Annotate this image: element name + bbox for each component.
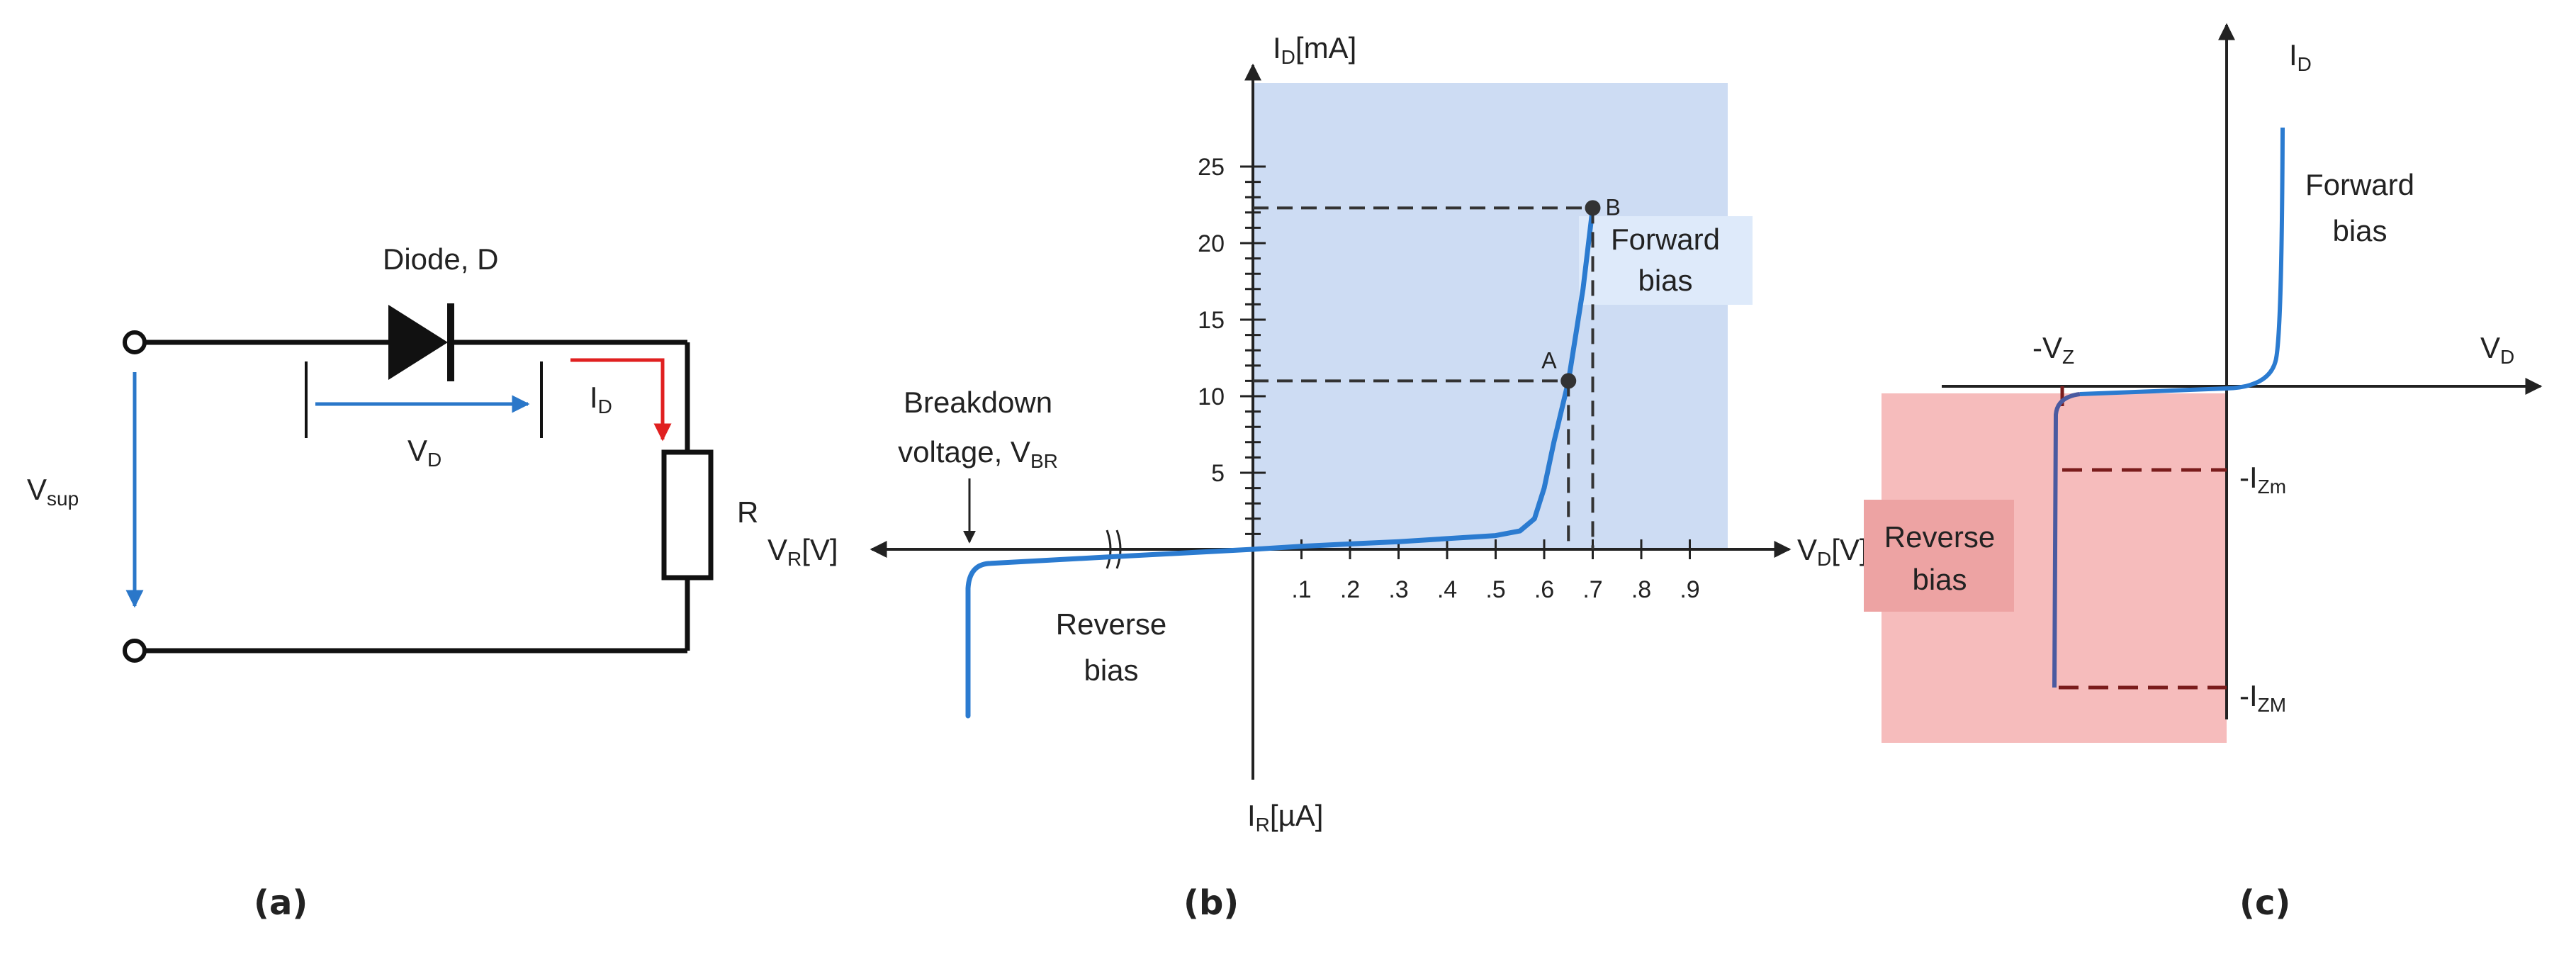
x-tick-label: .7 [1582, 576, 1602, 603]
reverse-label-line1: Reverse [1056, 607, 1166, 641]
caption-c: (c) [2239, 883, 2290, 923]
axis-break-mark-1 [1106, 529, 1112, 569]
x-neg-label: VR[V] [767, 533, 838, 570]
izm-small-label: -IZm [2239, 461, 2286, 498]
forward-label-line2: bias [2332, 214, 2387, 247]
y-tick-label: 15 [1198, 307, 1225, 334]
diode-symbol [388, 303, 454, 381]
reverse-label-line1: Reverse [1884, 520, 1995, 554]
forward-region [1253, 83, 1728, 549]
resistor-label: R [737, 495, 758, 529]
x-tick-label: .8 [1631, 576, 1651, 603]
panel-c-zener-chart: Reverse bias -VZ -IZm -IZM ID VD Forward… [1864, 23, 2543, 923]
marked-points: AB [1541, 194, 1621, 389]
x-tick-label: .3 [1388, 576, 1408, 603]
panel-a-circuit: Diode, D R VD ID Vsup (a) [27, 242, 758, 923]
tick-group: 5 10 15 20 25 .1 .2 .3 .4 .5 .6 .7 .8 .9 [1198, 154, 1700, 603]
iv-curve-reverse [965, 546, 1256, 719]
id-arrow [570, 358, 672, 442]
circuit-wires [145, 340, 690, 654]
y-axis-label: ID[mA] [1273, 31, 1356, 68]
axis-break [1106, 529, 1122, 569]
y-axis-label: ID [2289, 38, 2312, 75]
terminal-bottom [123, 639, 147, 663]
vz-label: -VZ [2032, 331, 2074, 368]
x-tick-label: .4 [1437, 576, 1457, 603]
diode-triangle [388, 305, 448, 380]
x-axis-label: VD[V] [1797, 533, 1868, 570]
x-axis-label: VD [2480, 331, 2514, 368]
vsup-label: Vsup [27, 473, 79, 510]
breakdown-label-line1: Breakdown [904, 386, 1052, 419]
caption-a: (a) [254, 883, 308, 923]
resistor [661, 449, 714, 581]
forward-label-box [1579, 216, 1753, 305]
x-tick-label: .1 [1291, 576, 1311, 603]
y-tick-label: 25 [1198, 154, 1225, 181]
x-tick-label: .5 [1485, 576, 1505, 603]
caption-b: (b) [1183, 883, 1239, 923]
terminal-top [123, 330, 147, 354]
vd-label: VD [407, 434, 441, 471]
point-b-label: B [1606, 194, 1621, 220]
reverse-label-line2: bias [1912, 563, 1967, 596]
panel-b-iv-chart: Forward bias 5 10 15 20 25 .1 .2 .3 .4 .5 .6 .7 .8 .9… [767, 31, 1868, 923]
vd-indicator: VD [305, 361, 543, 471]
diode-label: Diode, D [383, 242, 498, 276]
point-guides [1253, 206, 1594, 549]
id-label: ID [590, 381, 612, 417]
id-indicator: ID [570, 358, 672, 442]
x-tick-label: .9 [1680, 576, 1699, 603]
y-tick-label: 5 [1211, 460, 1225, 487]
izm-large-label: -IZM [2239, 679, 2286, 716]
reverse-label-box [1864, 500, 2014, 612]
breakdown-label-line2: voltage, VBR [898, 435, 1058, 472]
axis-break-mark-2 [1115, 529, 1122, 569]
y-tick-label: 20 [1198, 230, 1225, 257]
y-tick-label: 10 [1198, 383, 1225, 410]
forward-label-line2: bias [1638, 264, 1692, 297]
point-b [1585, 200, 1601, 216]
zener-curve-breakdown [2052, 392, 2081, 688]
reverse-label-line2: bias [1084, 654, 1138, 687]
point-a [1560, 373, 1577, 389]
zener-curve [2079, 127, 2285, 396]
forward-label-line1: Forward [2305, 168, 2414, 201]
vsup-indicator: Vsup [27, 372, 144, 608]
point-a-label: A [1541, 347, 1557, 373]
x-tick-label: .2 [1340, 576, 1360, 603]
x-tick-label: .6 [1534, 576, 1554, 603]
y-neg-label: IR[µA] [1247, 799, 1323, 836]
forward-label-line1: Forward [1611, 223, 1720, 256]
